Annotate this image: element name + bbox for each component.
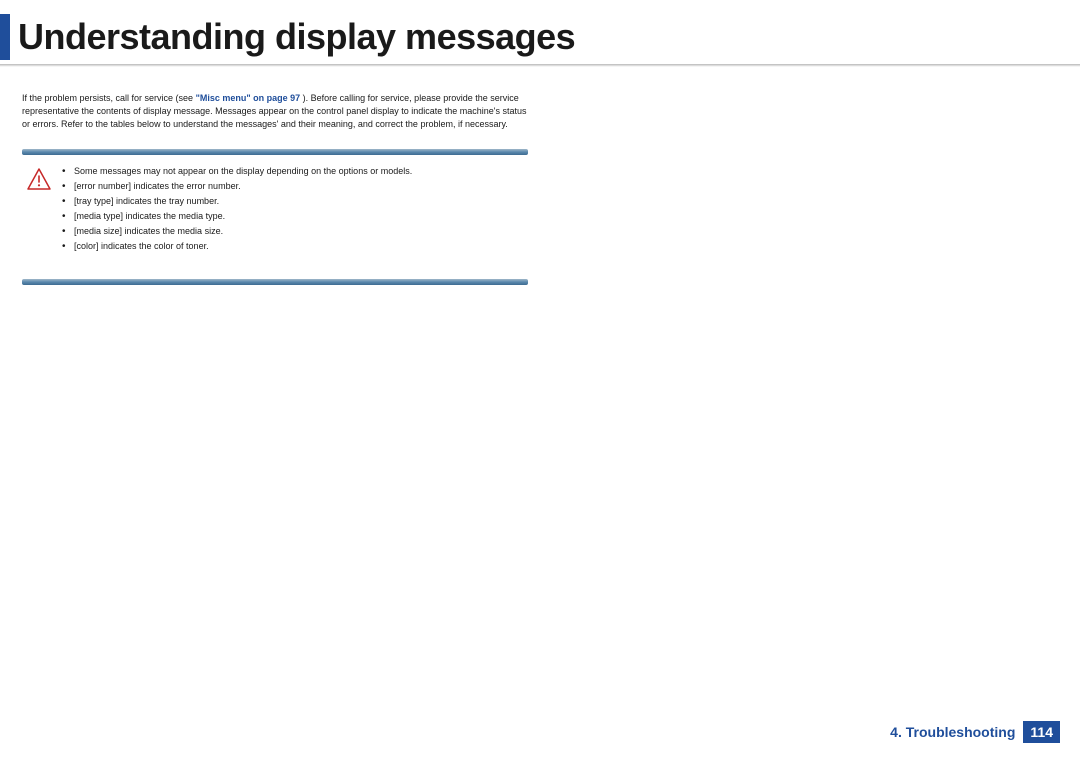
warning-box: Some messages may not appear on the disp…	[22, 163, 528, 261]
warning-item: Some messages may not appear on the disp…	[62, 165, 412, 179]
intro-crossref-link[interactable]: "Misc menu" on page 97	[196, 93, 301, 103]
warning-item-text: [error number] indicates the error numbe…	[74, 181, 241, 191]
content-column: If the problem persists, call for servic…	[0, 66, 530, 285]
warning-item: [tray type] indicates the tray number.	[62, 195, 412, 209]
footer-chapter: 4. Troubleshooting	[890, 724, 1015, 740]
title-accent-bar	[0, 14, 10, 60]
warning-item: [media size] indicates the media size.	[62, 225, 412, 239]
warning-item-text: [media size] indicates the media size.	[74, 226, 223, 236]
title-row: Understanding display messages	[0, 14, 1080, 60]
warning-item: [media type] indicates the media type.	[62, 210, 412, 224]
intro-paragraph: If the problem persists, call for servic…	[22, 92, 530, 131]
section-divider-bottom	[22, 279, 528, 285]
warning-item-text: [color] indicates the color of toner.	[74, 241, 209, 251]
page-footer: 4. Troubleshooting 114	[890, 721, 1060, 743]
warning-item-text: [tray type] indicates the tray number.	[74, 196, 219, 206]
warning-item-text: Some messages may not appear on the disp…	[74, 166, 412, 176]
warning-item: [color] indicates the color of toner.	[62, 240, 412, 254]
footer-page-number: 114	[1023, 721, 1060, 743]
page-title: Understanding display messages	[18, 16, 575, 58]
warning-list: Some messages may not appear on the disp…	[62, 165, 412, 255]
warning-item: [error number] indicates the error numbe…	[62, 180, 412, 194]
intro-text-before-link: If the problem persists, call for servic…	[22, 93, 196, 103]
section-divider-top	[22, 149, 528, 155]
warning-item-text: [media type] indicates the media type.	[74, 211, 225, 221]
warning-triangle-icon	[26, 167, 52, 191]
page-header: Understanding display messages	[0, 0, 1080, 66]
